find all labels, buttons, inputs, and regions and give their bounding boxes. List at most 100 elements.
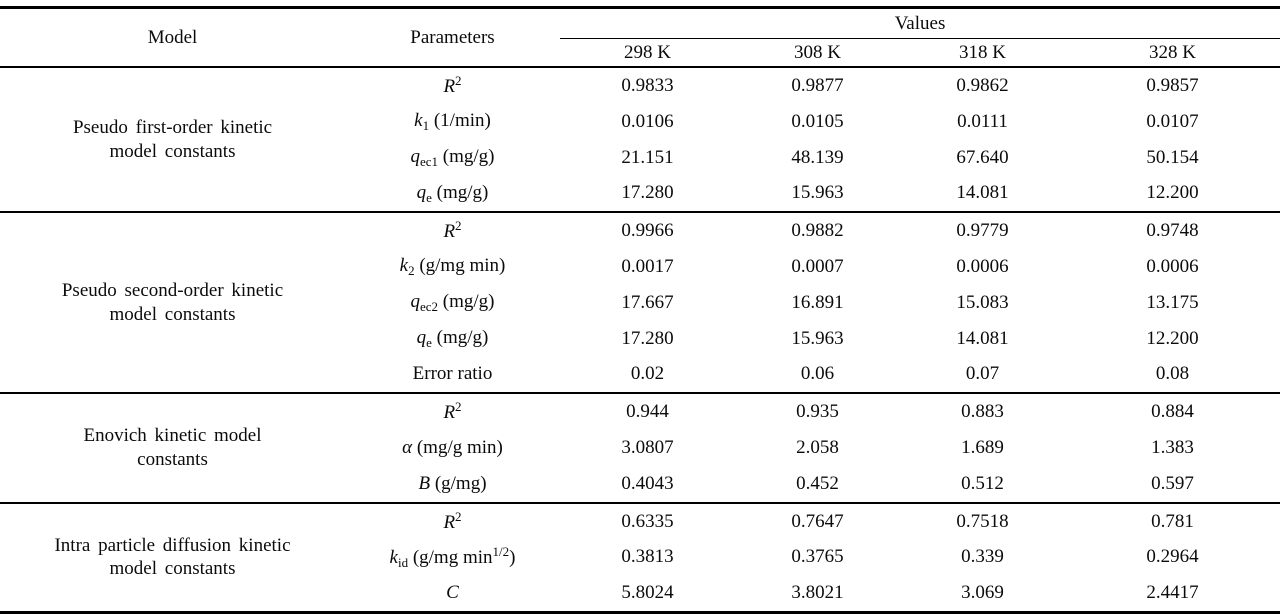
table-row: qe (mg/g) 17.280 15.963 14.081 12.200: [0, 321, 1280, 357]
value-cell: 0.9862: [956, 75, 1009, 97]
parameter-cell: Error ratio: [345, 356, 560, 393]
parameter-segment: 2: [455, 73, 462, 89]
parameter-cell: k1 (1/min): [345, 104, 560, 140]
value-cell: 0.4043: [621, 472, 674, 494]
value-cell: 0.452: [796, 472, 839, 494]
parameter-cell: R2: [345, 392, 560, 430]
value-cell: 12.200: [1146, 182, 1199, 204]
value-cell: 17.280: [621, 182, 674, 204]
value-cell: 0.02: [630, 363, 665, 385]
model-cell: Pseudo first-order kinetic model constant…: [0, 67, 345, 212]
table-row: kid (g/mg min1/2) 0.3813 0.3765 0.339 0.2964: [0, 539, 1280, 575]
column-header-model: Model: [0, 7, 345, 68]
model-line: model constants: [109, 558, 236, 580]
parameter-cell: qe (mg/g): [345, 175, 560, 212]
parameter-segment: q: [416, 181, 427, 203]
parameter-segment: (mg/g): [431, 181, 489, 203]
parameter-segment: e: [426, 189, 432, 205]
value-cell: 0.9833: [621, 75, 674, 97]
parameter-segment: q: [416, 326, 427, 348]
value-cell: 0.08: [1155, 363, 1190, 385]
value-cell: 0.0017: [621, 256, 674, 277]
parameter-segment: k: [389, 546, 398, 568]
parameter-segment: q: [410, 291, 420, 313]
value-cell: 15.963: [791, 327, 844, 349]
table-row: Pseudo first-order kinetic model constant…: [0, 67, 1280, 162]
value-cell: 50.154: [1146, 146, 1199, 168]
value-cell: 5.8024: [621, 582, 674, 604]
table-row: qec1 (mg/g) 21.151 48.139 67.640 50.154: [0, 140, 1280, 176]
value-cell: 0.2964: [1146, 546, 1199, 568]
table-row: C 5.8024 3.8021 3.069 2.4417: [0, 575, 1280, 612]
parameter-segment: B: [418, 472, 431, 494]
parameter-cell: R2: [345, 67, 560, 104]
table-row: qe (mg/g) 17.280 15.963 14.081 12.200: [0, 175, 1280, 212]
column-header-values: Values: [560, 7, 1280, 39]
value-cell: 3.8021: [791, 582, 844, 604]
value-cell: 0.884: [1065, 392, 1280, 430]
value-cell: 0.339: [961, 546, 1004, 568]
parameter-cell: qec2 (mg/g): [345, 285, 560, 321]
parameter-segment: (g/mg): [430, 472, 487, 494]
value-cell: 0.9748: [1065, 211, 1280, 249]
parameter-segment: ec2: [419, 299, 439, 315]
parameter-segment: (mg/g): [438, 291, 495, 313]
parameter-segment: (mg/g): [431, 326, 489, 348]
model-line: Intra particle diffusion kinetic: [54, 534, 291, 556]
value-cell: 0.3765: [791, 546, 844, 568]
table-row: B (g/mg) 0.4043 0.452 0.512 0.597: [0, 466, 1280, 503]
value-cell: 0.0006: [956, 256, 1009, 277]
parameter-segment: R: [443, 402, 456, 424]
parameter-cell: α (mg/g min): [345, 430, 560, 466]
value-cell: 0.0106: [621, 110, 674, 132]
parameter-cell: R2: [345, 211, 560, 249]
parameter-segment: (g/mg min): [414, 255, 506, 277]
parameter-cell: C: [345, 575, 560, 612]
parameter-segment: q: [410, 145, 420, 167]
value-cell: 21.151: [621, 146, 674, 168]
parameter-segment: 1/2: [492, 543, 510, 559]
parameter-segment: 1: [422, 118, 430, 134]
value-cell: 0.3813: [621, 546, 674, 568]
value-cell: 16.891: [791, 291, 844, 313]
table-row: Enovich kinetic model constants R2 0.944 0.9…: [0, 392, 1280, 503]
parameter-segment: ): [509, 546, 516, 568]
table-row: Pseudo second-order kinetic model constan…: [0, 211, 1280, 394]
table-body: Pseudo first-order kinetic model constant…: [0, 67, 1280, 613]
table-row: α (mg/g min) 3.0807 2.058 1.689 1.383: [0, 430, 1280, 466]
column-header-temp-298k: 298 K: [560, 38, 735, 68]
value-cell: 0.0006: [1146, 256, 1199, 277]
parameter-segment: (mg/g min): [412, 436, 503, 458]
parameter-cell: kid (g/mg min1/2): [345, 539, 560, 575]
parameter-cell: k2 (g/mg min): [345, 249, 560, 285]
parameter-segment: ec1: [419, 153, 439, 169]
table-row: k2 (g/mg min) 0.0017 0.0007 0.0006 0.0006: [0, 249, 1280, 285]
parameter-segment: R: [443, 511, 456, 533]
value-cell: 14.081: [956, 327, 1009, 349]
value-cell: 0.9779: [900, 211, 1065, 249]
column-header-temp-328k: 328 K: [1065, 38, 1280, 68]
value-cell: 1.383: [1151, 436, 1194, 458]
value-cell: 2.4417: [1146, 582, 1199, 604]
value-cell: 0.9966: [560, 211, 735, 249]
model-cell: Pseudo second-order kinetic model constan…: [0, 211, 345, 394]
value-cell: 0.9877: [791, 75, 844, 97]
value-cell: 15.963: [791, 182, 844, 204]
value-cell: 67.640: [956, 146, 1009, 168]
model-line: model constants: [109, 303, 236, 325]
value-cell: 0.781: [1065, 501, 1280, 540]
parameter-segment: α: [402, 436, 413, 458]
table-header: Model Parameters Values 298 K 308 K 318 …: [0, 7, 1280, 68]
parameter-segment: (1/min): [429, 110, 491, 132]
value-cell: 0.944: [560, 392, 735, 430]
parameter-segment: (g/mg min: [408, 546, 493, 568]
parameter-segment: 2: [408, 263, 415, 279]
value-cell: 14.081: [956, 182, 1009, 204]
value-cell: 0.0007: [791, 256, 844, 277]
parameter-segment: e: [426, 334, 432, 350]
value-cell: 0.597: [1151, 472, 1194, 494]
value-cell: 0.0105: [791, 110, 844, 132]
value-cell: 3.0807: [621, 436, 674, 458]
value-cell: 48.139: [791, 146, 844, 168]
